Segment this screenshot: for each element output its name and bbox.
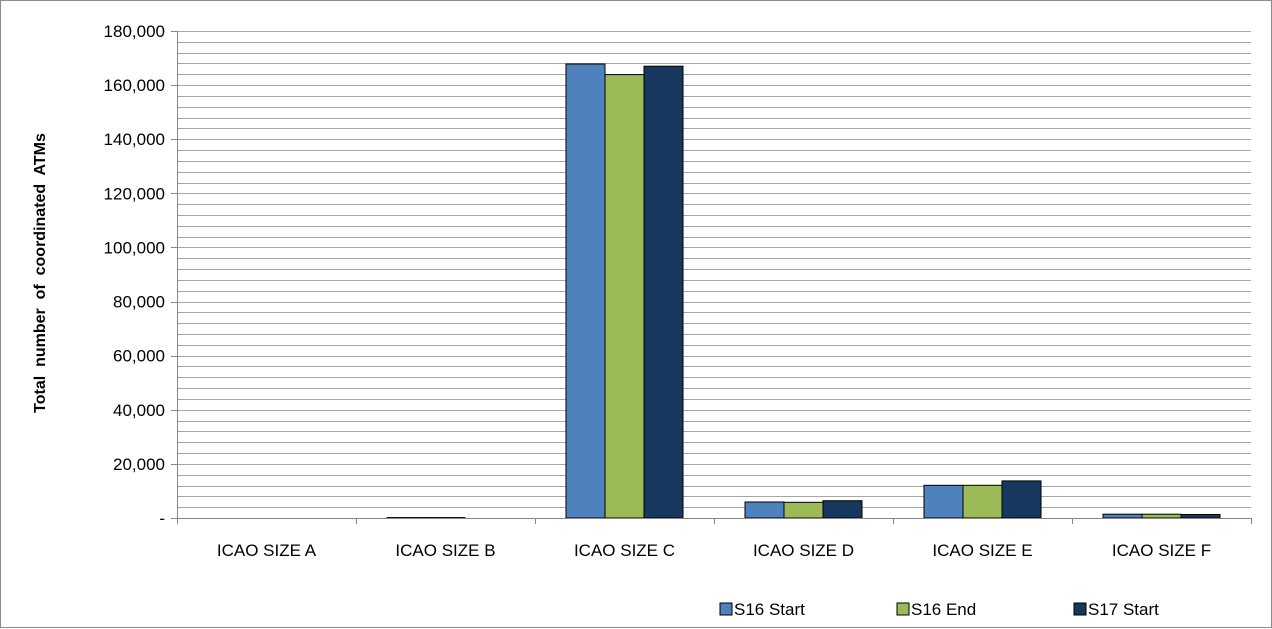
bar-s16-end-5: [1141, 513, 1182, 519]
x-tick-label: ICAO SIZE E: [932, 541, 1032, 560]
x-tick-label: ICAO SIZE B: [395, 541, 495, 560]
y-axis-label: Total number of coordinated ATMs: [32, 133, 49, 413]
legend-swatch: [1073, 602, 1087, 616]
y-tick-label: 120,000: [104, 184, 165, 203]
bar-s17-start-2: [643, 65, 684, 519]
legend-swatch: [719, 602, 733, 616]
bar-s16-end-4: [962, 484, 1003, 519]
y-tick-labels: - 20,000 40,000 60,000 80,000 100,000 120,000 1…: [104, 22, 165, 528]
legend-swatch: [896, 602, 910, 616]
y-tick-label: 160,000: [104, 76, 165, 95]
bar-s16-end-2: [604, 74, 645, 519]
axes: [171, 31, 1252, 524]
x-tick-label: ICAO SIZE A: [217, 541, 317, 560]
legend-label: S17 Start: [1088, 600, 1159, 619]
bar-s16-start-4: [923, 484, 964, 519]
legend-label: S16 End: [911, 600, 976, 619]
bar-s16-end-3: [783, 501, 824, 519]
y-tick-label: -: [159, 509, 165, 528]
y-tick-label: 180,000: [104, 22, 165, 41]
y-tick-label: 80,000: [113, 293, 165, 312]
x-tick-label: ICAO SIZE D: [753, 541, 854, 560]
y-tick-label: 140,000: [104, 130, 165, 149]
grid-lines: [177, 31, 1251, 508]
legend: S16 Start S16 End S17 Start: [719, 600, 1159, 619]
bar-s17-start-4: [1001, 480, 1042, 519]
x-tick-labels: ICAO SIZE A ICAO SIZE B ICAO SIZE C ICAO SI…: [217, 541, 1211, 560]
x-tick-label: ICAO SIZE F: [1112, 541, 1211, 560]
y-tick-label: 100,000: [104, 238, 165, 257]
y-tick-label: 20,000: [113, 455, 165, 474]
legend-label: S16 Start: [734, 600, 805, 619]
y-tick-label: 40,000: [113, 401, 165, 420]
y-tick-label: 60,000: [113, 347, 165, 366]
bar-s16-start-5: [1102, 513, 1143, 519]
x-tick-label: ICAO SIZE C: [574, 541, 675, 560]
bars: [386, 63, 1221, 519]
bar-s16-start-2: [565, 63, 606, 519]
bar-s16-start-3: [744, 501, 785, 519]
bar-s17-start-3: [822, 500, 863, 519]
bar-s17-start-5: [1180, 514, 1221, 519]
